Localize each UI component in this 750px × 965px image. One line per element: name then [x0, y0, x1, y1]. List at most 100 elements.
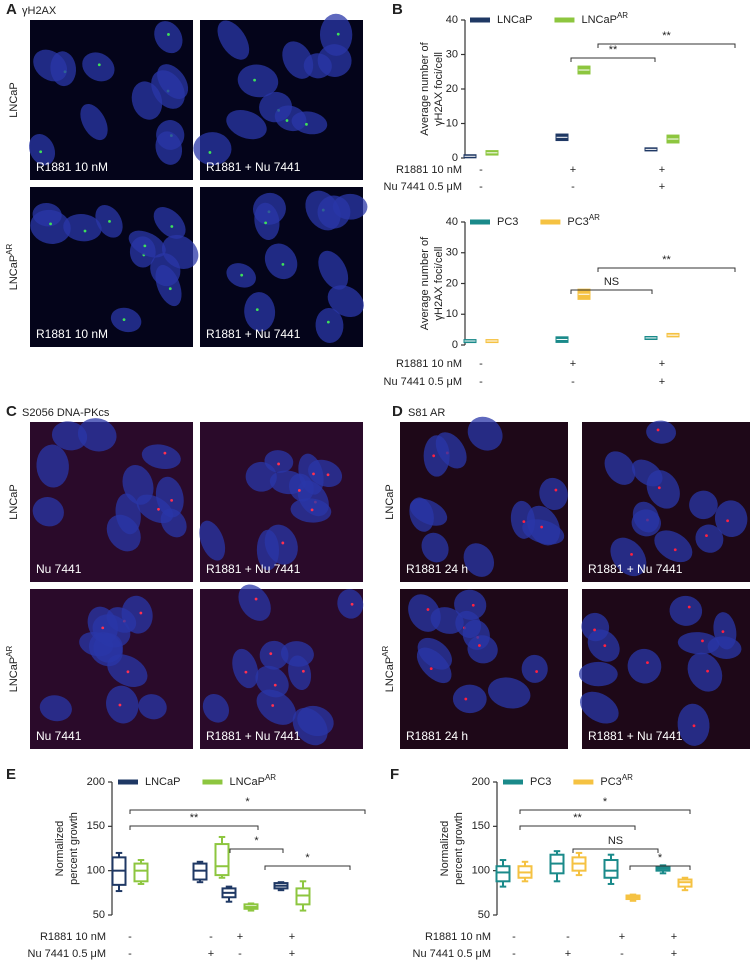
- y-axis-label: Normalized: [439, 821, 451, 877]
- focus: [271, 704, 275, 707]
- nucleus: [106, 685, 139, 724]
- nucleus: [77, 418, 117, 452]
- nucleus: [51, 421, 88, 451]
- condition-sign: +: [659, 181, 665, 193]
- image-caption: Nu 7441: [36, 562, 82, 576]
- legend-label-base: LNCaP: [497, 14, 532, 26]
- focus: [726, 519, 730, 523]
- nucleus: [36, 444, 69, 488]
- box: [214, 843, 230, 877]
- nucleus: [238, 584, 271, 621]
- legend-label-base: LNCaP: [145, 776, 180, 788]
- nucleus: [430, 607, 464, 634]
- y-axis-label: γH2AX foci/cell: [433, 52, 445, 126]
- nucleus: [604, 451, 636, 485]
- condition-sign: +: [619, 931, 625, 943]
- row-label-base: LNCaP: [384, 657, 396, 692]
- focus: [478, 644, 481, 647]
- nucleus: [155, 264, 182, 307]
- panel-title: S81 AR: [408, 407, 445, 419]
- nucleus: [421, 532, 449, 563]
- focus: [522, 520, 526, 524]
- nucleus: [245, 461, 277, 492]
- image-caption: R1881 + Nu 7441: [588, 562, 683, 576]
- focus: [701, 639, 704, 643]
- significance-bracket: [572, 848, 659, 853]
- focus: [705, 534, 708, 537]
- panel-letter: D: [392, 403, 403, 420]
- nucleus: [264, 524, 298, 565]
- nucleus: [467, 416, 503, 451]
- focus: [143, 244, 147, 248]
- focus: [253, 78, 256, 82]
- row-label: LNCaPAR: [5, 243, 20, 290]
- significance-label: *: [603, 796, 608, 808]
- significance-bracket: [129, 825, 259, 830]
- condition-sign: +: [565, 948, 571, 960]
- condition-sign: +: [671, 948, 677, 960]
- significance-bracket: [629, 865, 691, 870]
- focus: [312, 472, 315, 476]
- focus: [39, 150, 43, 154]
- image-caption: Nu 7441: [36, 729, 82, 743]
- panel-letter: F: [390, 766, 399, 783]
- focus: [657, 486, 661, 490]
- focus: [285, 119, 289, 122]
- nucleus: [467, 635, 498, 664]
- nucleus: [687, 652, 723, 692]
- row-label-base: LNCaP: [384, 484, 396, 519]
- focus: [273, 683, 277, 687]
- condition-sign: -: [479, 164, 483, 176]
- y-tick-label: 100: [472, 865, 490, 877]
- image-caption: R1881 10 nM: [36, 160, 108, 174]
- condition-label: R1881 10 nM: [396, 164, 462, 176]
- significance-bracket: [597, 43, 736, 48]
- y-tick-label: 0: [452, 339, 458, 351]
- nucleus: [122, 464, 154, 505]
- nucleus: [115, 493, 141, 535]
- nucleus: [452, 684, 487, 714]
- y-tick-label: 20: [446, 83, 458, 95]
- image-caption: R1881 + Nu 7441: [588, 729, 683, 743]
- focus: [163, 451, 167, 455]
- nucleus: [264, 243, 298, 280]
- nucleus: [202, 693, 230, 723]
- nucleus: [128, 230, 166, 258]
- nucleus: [141, 444, 181, 470]
- focus: [244, 670, 248, 674]
- box: [603, 859, 619, 879]
- significance-bracket: [229, 848, 284, 853]
- y-axis-label: percent growth: [68, 812, 80, 885]
- row-label-base: LNCaP: [8, 82, 20, 117]
- significance-label: **: [609, 44, 618, 56]
- nucleus: [110, 307, 142, 333]
- y-tick-label: 150: [87, 820, 105, 832]
- nucleus: [669, 595, 703, 626]
- nucleus: [244, 292, 276, 332]
- y-tick-label: 50: [478, 909, 490, 921]
- condition-label: Nu 7441 0.5 μM: [413, 948, 492, 960]
- nucleus: [327, 285, 364, 318]
- focus: [157, 507, 160, 511]
- y-tick-label: 30: [446, 48, 458, 60]
- focus: [336, 32, 340, 36]
- nucleus: [155, 131, 183, 165]
- nucleus: [695, 524, 724, 553]
- nucleus: [282, 41, 314, 79]
- nucleus: [256, 689, 296, 725]
- nucleus: [578, 661, 618, 687]
- nucleus: [291, 111, 328, 135]
- panel-letter: B: [392, 1, 403, 18]
- y-axis-label: Average number of: [419, 41, 431, 135]
- nucleus: [416, 647, 452, 684]
- focus: [687, 605, 691, 609]
- nucleus: [526, 505, 561, 546]
- row-label: LNCaP: [8, 484, 20, 519]
- focus: [240, 273, 244, 277]
- legend-label: LNCaP: [497, 14, 532, 26]
- focus: [126, 670, 130, 674]
- y-tick-label: 10: [446, 117, 458, 129]
- focus: [168, 287, 172, 291]
- nucleus: [254, 202, 280, 240]
- focus: [255, 308, 259, 312]
